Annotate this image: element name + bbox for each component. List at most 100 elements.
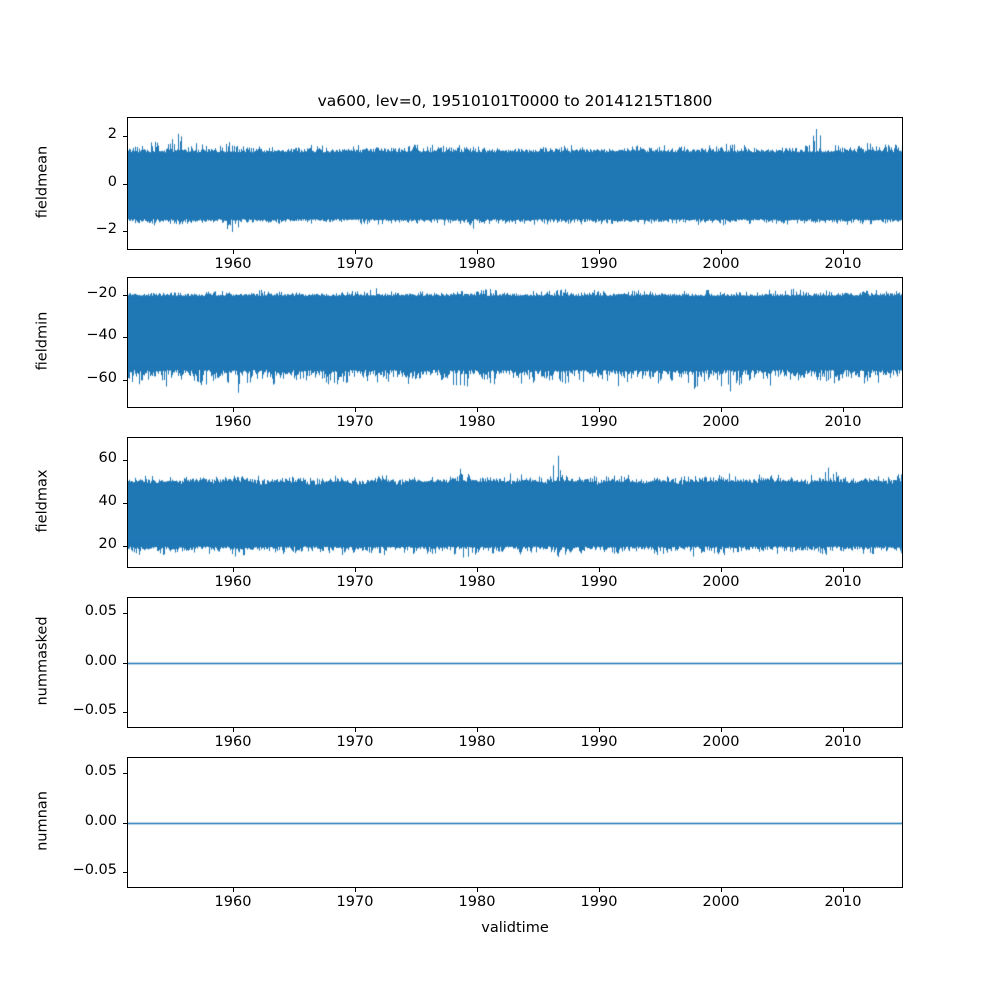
y-tick-label: 0.05 (84, 762, 117, 779)
plot-area-fieldmax (128, 438, 902, 567)
y-tick-mark (123, 503, 127, 505)
x-tick-mark (721, 728, 723, 732)
subplot-fieldmax (127, 437, 903, 568)
x-tick-label: 1960 (214, 414, 252, 430)
y-tick-mark (123, 773, 127, 775)
subplot-fieldmin (127, 277, 903, 408)
x-tick-label: 1960 (214, 256, 252, 272)
y-tick-label: −40 (86, 327, 117, 344)
x-tick-mark (843, 568, 845, 572)
y-tick-mark (123, 546, 127, 548)
y-tick-label: −60 (86, 369, 117, 386)
plot-area-nummasked (128, 598, 902, 727)
x-tick-mark (355, 728, 357, 732)
plot-area-fieldmin (128, 278, 902, 407)
x-tick-mark (599, 250, 601, 254)
x-tick-mark (599, 408, 601, 412)
y-axis-label-nummasked: nummasked (34, 615, 50, 706)
y-tick-label: 60 (98, 449, 117, 466)
x-tick-label: 2000 (702, 414, 740, 430)
y-tick-mark (123, 613, 127, 615)
x-tick-label: 1990 (580, 414, 618, 430)
y-tick-mark (123, 663, 127, 665)
x-tick-mark (843, 888, 845, 892)
x-tick-mark (233, 250, 235, 254)
x-tick-label: 2010 (824, 574, 862, 590)
x-tick-label: 1980 (458, 256, 496, 272)
x-tick-label: 1970 (336, 414, 374, 430)
y-tick-label: 2 (107, 125, 117, 142)
x-tick-label: 1970 (336, 894, 374, 910)
plot-area-fieldmean (128, 118, 902, 249)
y-tick-label: 0 (107, 173, 117, 190)
y-tick-mark (123, 380, 127, 382)
x-tick-mark (599, 888, 601, 892)
y-tick-mark (123, 295, 127, 297)
y-tick-label: 20 (98, 535, 117, 552)
y-tick-mark (123, 712, 127, 714)
x-tick-label: 1990 (580, 574, 618, 590)
x-tick-label: 1980 (458, 414, 496, 430)
y-tick-label: −20 (86, 284, 117, 301)
x-tick-mark (233, 728, 235, 732)
x-tick-label: 2000 (702, 256, 740, 272)
x-tick-label: 1960 (214, 894, 252, 910)
x-tick-mark (843, 408, 845, 412)
x-tick-mark (355, 408, 357, 412)
x-tick-label: 2010 (824, 734, 862, 750)
x-tick-mark (233, 408, 235, 412)
x-tick-label: 2000 (702, 574, 740, 590)
y-tick-mark (123, 231, 127, 233)
x-tick-mark (721, 250, 723, 254)
y-tick-label: −0.05 (72, 862, 117, 879)
x-tick-label: 2000 (702, 894, 740, 910)
x-tick-mark (233, 568, 235, 572)
x-tick-mark (721, 408, 723, 412)
x-tick-label: 2000 (702, 734, 740, 750)
x-tick-label: 1990 (580, 894, 618, 910)
x-tick-mark (477, 250, 479, 254)
x-tick-label: 2010 (824, 894, 862, 910)
x-tick-label: 2010 (824, 256, 862, 272)
x-tick-label: 1970 (336, 734, 374, 750)
y-tick-label: 40 (98, 492, 117, 509)
y-axis-label-fieldmax: fieldmax (34, 469, 50, 532)
y-tick-mark (123, 136, 127, 138)
x-tick-label: 1990 (580, 256, 618, 272)
y-tick-label: −2 (95, 221, 117, 238)
x-tick-mark (355, 250, 357, 254)
y-axis-label-fieldmin: fieldmin (34, 311, 50, 370)
x-tick-mark (721, 888, 723, 892)
x-tick-label: 1990 (580, 734, 618, 750)
x-axis-label: validtime (481, 920, 549, 936)
y-tick-mark (123, 337, 127, 339)
y-tick-label: −0.05 (72, 702, 117, 719)
x-tick-label: 2010 (824, 414, 862, 430)
x-tick-mark (355, 888, 357, 892)
x-tick-mark (843, 728, 845, 732)
y-axis-label-fieldmean: fieldmean (34, 145, 50, 218)
x-tick-mark (721, 568, 723, 572)
y-tick-mark (123, 184, 127, 186)
subplot-nummasked (127, 597, 903, 728)
x-tick-mark (477, 408, 479, 412)
subplot-fieldmean (127, 117, 903, 250)
x-tick-label: 1980 (458, 894, 496, 910)
x-tick-label: 1960 (214, 734, 252, 750)
figure-title: va600, lev=0, 19510101T0000 to 20141215T… (317, 92, 713, 110)
y-tick-label: 0.05 (84, 602, 117, 619)
x-tick-label: 1980 (458, 574, 496, 590)
x-tick-mark (477, 568, 479, 572)
y-tick-label: 0.00 (84, 652, 117, 669)
x-tick-mark (355, 568, 357, 572)
x-tick-label: 1970 (336, 574, 374, 590)
y-tick-mark (123, 823, 127, 825)
x-tick-mark (843, 250, 845, 254)
x-tick-label: 1960 (214, 574, 252, 590)
x-tick-mark (477, 728, 479, 732)
y-tick-mark (123, 460, 127, 462)
x-tick-label: 1970 (336, 256, 374, 272)
plot-area-numnan (128, 758, 902, 887)
x-tick-mark (599, 728, 601, 732)
